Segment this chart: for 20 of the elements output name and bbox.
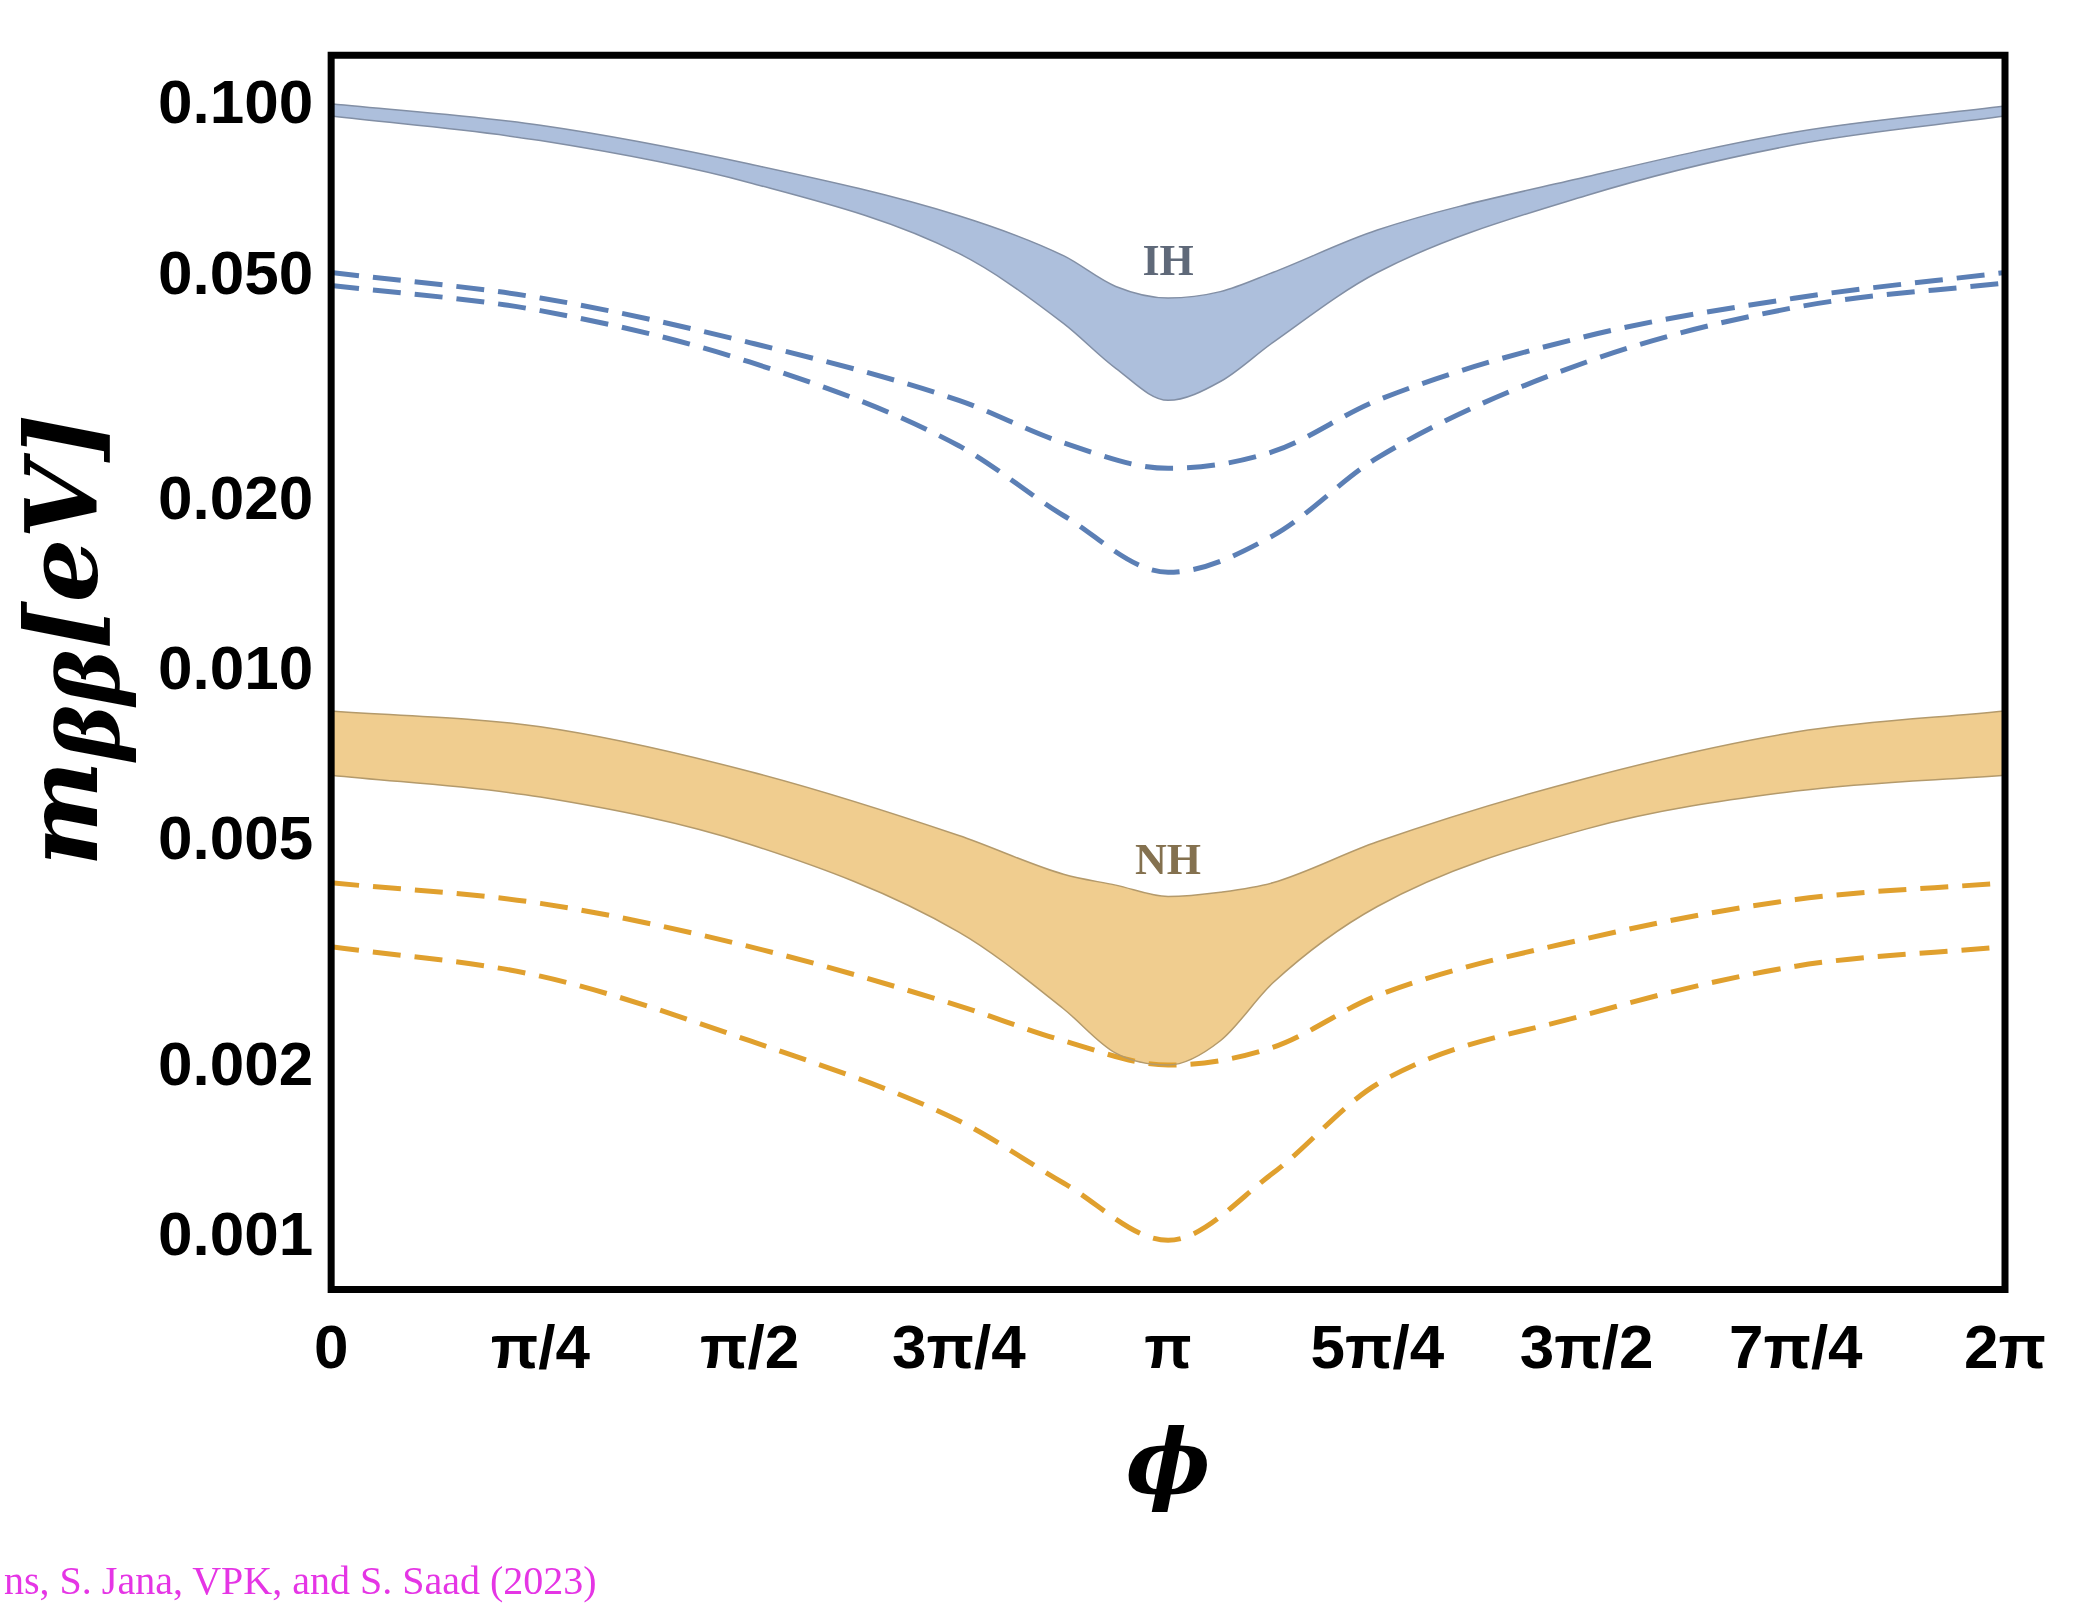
x-tick-label: π [1144,1311,1192,1381]
y-tick-label: 0.020 [158,462,314,532]
y-tick-label: 0.050 [158,237,314,307]
series-label: NH [1135,834,1202,884]
x-tick-label: 3π/2 [1519,1311,1654,1381]
y-tick-label: 0.001 [158,1198,314,1268]
x-tick-label: 7π/4 [1728,1311,1864,1381]
y-tick-label: 0.100 [158,67,314,137]
x-tick-label: 0 [313,1311,349,1381]
y-tick-label: 0.010 [158,633,314,703]
text: ns, S. Jana, VPK, and S. Saad (2023) [4,1557,597,1604]
x-tick-label: 5π/4 [1310,1311,1445,1381]
y-tick-label: 0.005 [158,803,314,873]
x-tick-label: π/4 [490,1311,591,1381]
y-tick-label: 0.002 [158,1028,314,1098]
x-tick-label: 3π/4 [892,1311,1027,1381]
series-label: IH [1142,236,1194,286]
x-tick-label: π/2 [700,1311,800,1381]
x-tick-label: 2π [1964,1311,2046,1381]
x-axis-title: ϕ [1125,1408,1211,1515]
